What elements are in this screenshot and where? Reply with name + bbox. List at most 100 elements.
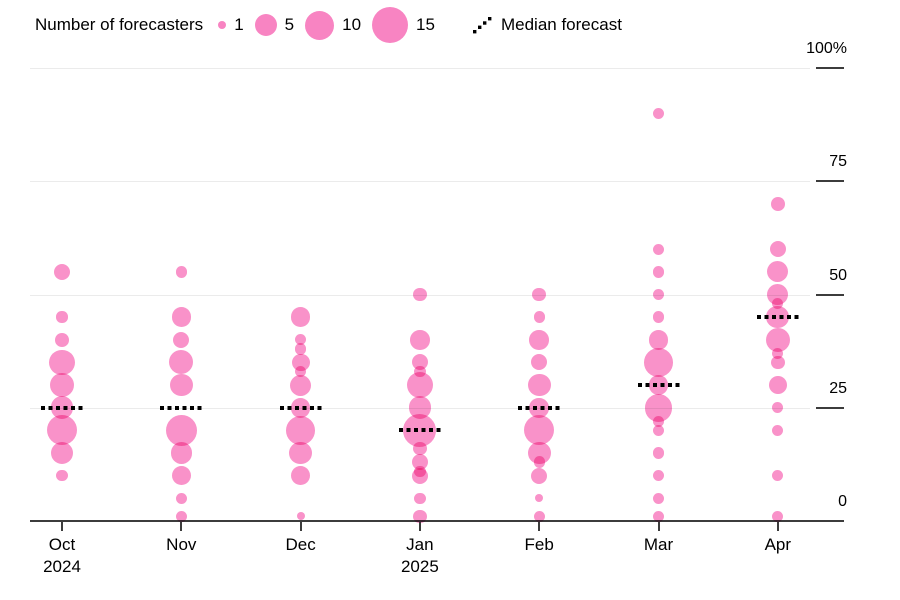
forecast-bubble [772, 470, 784, 482]
median-forecast-line [518, 405, 561, 410]
y-axis-tick [816, 67, 844, 69]
forecast-bubble [769, 241, 786, 258]
x-axis-tick [180, 522, 183, 531]
legend-size-bubble-icon [305, 10, 335, 40]
forecast-bubble [294, 365, 307, 378]
x-axis-label: Mar [643, 535, 674, 554]
forecast-bubble [527, 373, 551, 397]
forecast-bubble [652, 415, 665, 427]
forecast-bubble [49, 349, 75, 376]
y-axis-tick [816, 406, 844, 409]
forecast-bubble [652, 266, 665, 278]
forecast-bubble [408, 396, 432, 420]
forecast-bubble [286, 415, 316, 445]
median-forecast-line [160, 405, 203, 410]
forecast-bubble [531, 354, 548, 371]
x-axis-tick [538, 522, 541, 531]
median-forecast-line [398, 428, 441, 433]
forecast-bubble [56, 311, 68, 323]
chart-legend: Number of forecasters 1 5 10 15 Median f… [35, 6, 622, 44]
forecast-bubble [175, 266, 187, 278]
legend-size-label: 1 [234, 15, 244, 34]
forecast-bubble [170, 442, 192, 464]
forecast-bubble [169, 350, 194, 375]
forecast-bubble [532, 287, 547, 302]
gridline [30, 181, 810, 183]
forecast-bubble [290, 307, 311, 327]
forecast-bubble [296, 512, 305, 521]
median-forecast-line [637, 383, 680, 388]
legend-size-item-1: 1 [218, 15, 244, 35]
legend-size-item-15: 15 [372, 7, 435, 43]
forecast-bubble [171, 465, 192, 486]
forecast-bubble [410, 330, 430, 350]
forecast-bubble [175, 492, 187, 504]
forecast-bubble [533, 311, 545, 323]
forecast-bubble [644, 348, 673, 377]
legend-size-item-5: 5 [254, 14, 295, 36]
y-axis-tick [816, 293, 844, 296]
median-forecast-line [279, 405, 322, 410]
forecast-bubble [652, 107, 665, 119]
x-axis-label: Feb [524, 535, 554, 554]
legend-size-item-10: 10 [305, 10, 362, 40]
legend-size-bubble-icon [218, 21, 227, 29]
y-axis-label: 0 [838, 493, 847, 510]
x-axis-tick [418, 522, 421, 531]
x-axis-tick [776, 522, 779, 531]
forecast-bubble [772, 402, 784, 414]
legend-size-bubble-icon [254, 14, 277, 36]
forecast-bubble [56, 470, 68, 482]
forecast-bubble [294, 343, 307, 355]
forecast-bubble [652, 288, 665, 301]
forecast-bubble [648, 330, 669, 350]
x-axis-tick [299, 522, 302, 531]
forecast-bubble [406, 371, 434, 399]
forecast-bubble [165, 414, 197, 446]
forecast-bubble [289, 441, 312, 465]
forecast-bubble [652, 243, 665, 255]
legend-median-item: Median forecast [472, 15, 622, 35]
forecast-bubble [290, 465, 311, 486]
x-axis-label: Oct 2024 [17, 534, 107, 578]
median-forecast-line [756, 315, 799, 320]
y-axis-label: 25 [829, 379, 847, 397]
x-axis-tick [657, 522, 660, 531]
forecast-bubble [768, 376, 787, 395]
forecast-bubble [772, 297, 784, 310]
median-dotted-line-icon [472, 16, 492, 33]
x-axis-line [30, 520, 844, 522]
y-axis-label: 50 [829, 266, 847, 284]
forecast-bubble [412, 287, 427, 302]
forecast-bubble [169, 373, 193, 397]
forecast-bubble [290, 374, 312, 396]
forecast-bubble [652, 311, 665, 323]
forecast-bubble [294, 334, 307, 346]
forecast-bubble [770, 355, 785, 370]
forecast-bubble [55, 332, 69, 347]
forecast-bubble [533, 456, 545, 468]
forecast-bubble [652, 510, 665, 523]
forecast-bubble [50, 373, 74, 398]
forecast-bubble [54, 263, 70, 280]
forecast-bubble [524, 415, 555, 446]
x-axis-label: Apr [764, 535, 792, 554]
y-axis-label: 75 [829, 153, 847, 171]
legend-size-label: 15 [416, 15, 435, 34]
forecast-bubble [652, 424, 665, 437]
y-axis-label: 100% [806, 40, 847, 57]
forecast-bubble [411, 467, 428, 484]
x-axis-label: Nov [166, 535, 197, 554]
forecast-bubble [529, 330, 549, 350]
forecast-bubble [50, 441, 74, 465]
forecast-bubble [772, 424, 784, 437]
legend-size-bubble-icon [372, 7, 409, 43]
forecast-bubble [770, 196, 785, 211]
legend-size-label: 10 [342, 15, 362, 34]
forecast-bubble [412, 441, 427, 456]
forecast-bubble [772, 510, 784, 523]
legend-size-label: 5 [284, 15, 295, 34]
legend-median-label: Median forecast [500, 15, 622, 34]
